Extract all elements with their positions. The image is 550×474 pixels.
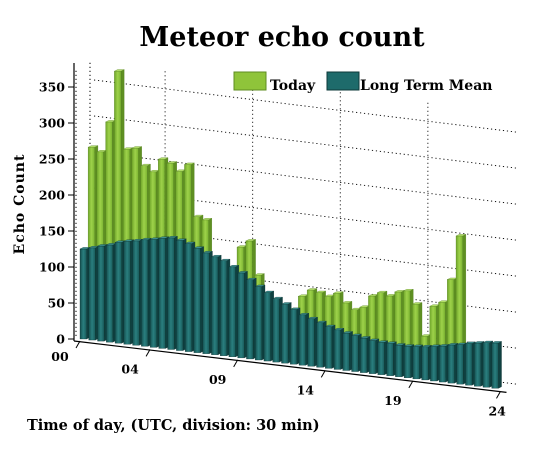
y-axis-label: Echo Count: [12, 154, 28, 255]
bar-long-term-mean: [167, 236, 178, 350]
bar-long-term-mean: [141, 237, 152, 347]
bar-long-term-mean: [456, 342, 467, 385]
bar-long-term-mean: [474, 341, 485, 387]
x-tick: [320, 370, 326, 378]
bar-long-term-mean: [263, 290, 274, 362]
chart-title: Meteor echo count: [139, 22, 425, 53]
bar-long-term-mean: [307, 316, 318, 367]
legend-swatch-today: [233, 71, 267, 91]
bar-long-term-mean: [106, 243, 117, 343]
bar-long-term-mean: [132, 239, 143, 346]
x-tick-label: 24: [488, 403, 506, 418]
bar-long-term-mean: [403, 344, 415, 379]
x-tick: [496, 391, 501, 399]
x-axis-line: [73, 340, 507, 393]
bar-long-term-mean: [368, 338, 380, 374]
bar-long-term-mean: [290, 307, 301, 365]
y-tick-label: 0: [56, 332, 65, 347]
x-axis-label: Time of day, (UTC, division: 30 min): [27, 417, 320, 434]
y-tick-label: 200: [39, 188, 65, 203]
bar-long-term-mean: [447, 343, 458, 384]
bar-long-term-mean: [246, 277, 257, 360]
bars-layer: [79, 69, 502, 389]
legend-label-today: Today: [270, 78, 316, 94]
bar-long-term-mean: [220, 258, 231, 357]
bar-long-term-mean: [202, 251, 213, 354]
y-tick-label: 100: [39, 260, 65, 275]
x-tick-label: 09: [209, 372, 226, 387]
grid-line: [93, 151, 519, 205]
bar-long-term-mean: [439, 344, 450, 383]
bar-long-term-mean: [491, 341, 502, 389]
y-tick-label: 350: [39, 80, 65, 95]
bar-long-term-mean: [149, 237, 161, 348]
bar-long-term-mean: [430, 344, 441, 382]
x-tick-label: 04: [121, 361, 139, 376]
y-tick-label: 150: [39, 224, 65, 239]
bar-long-term-mean: [342, 331, 353, 371]
grid-line: [93, 79, 519, 133]
bar-long-term-mean: [333, 328, 344, 370]
x-tick: [408, 380, 414, 389]
bar-long-term-mean: [465, 341, 476, 386]
grid-line: [93, 223, 519, 277]
grid-line: [93, 115, 519, 169]
bar-long-term-mean: [281, 302, 292, 364]
x-tick: [233, 359, 239, 368]
bar-long-term-mean: [255, 284, 266, 361]
bar-long-term-mean: [325, 324, 336, 369]
bar-long-term-mean: [228, 265, 239, 358]
legend: Today Long Term Mean: [233, 71, 492, 94]
x-tick-label: 14: [297, 382, 315, 397]
bar-long-term-mean: [421, 344, 432, 381]
bar-long-term-mean: [79, 247, 90, 340]
bar-long-term-mean: [360, 336, 371, 373]
bar-long-term-mean: [193, 246, 204, 353]
x-tick-label: 19: [384, 393, 401, 408]
bar-long-term-mean: [158, 236, 169, 349]
bar-long-term-mean: [123, 239, 134, 345]
legend-swatch-mean: [326, 71, 360, 91]
bar-long-term-mean: [237, 271, 248, 359]
bar-long-term-mean: [395, 343, 406, 378]
bar-long-term-mean: [184, 241, 196, 352]
bar-long-term-mean: [482, 340, 493, 388]
bar-long-term-mean: [272, 296, 283, 363]
x-tick: [145, 349, 151, 357]
bar-long-term-mean: [176, 238, 187, 351]
y-tick-label: 50: [48, 296, 66, 311]
y-tick-label: 300: [39, 116, 65, 131]
bar-long-term-mean: [211, 254, 222, 355]
bar-long-term-mean: [316, 320, 327, 368]
y-tick-label: 250: [39, 152, 65, 167]
x-tick-label: 00: [51, 349, 69, 364]
bar-long-term-mean: [386, 341, 397, 376]
bar-long-term-mean: [412, 344, 423, 380]
bar-long-term-mean: [97, 244, 108, 342]
bar-long-term-mean: [114, 240, 125, 344]
bar-long-term-mean: [351, 333, 362, 372]
legend-label-mean: Long Term Mean: [360, 78, 492, 94]
grid-line: [93, 187, 519, 241]
bar-long-term-mean: [377, 340, 388, 375]
bar-long-term-mean: [88, 246, 99, 341]
bar-long-term-mean: [298, 313, 309, 366]
axis-layer: 0 50 100 150 200 250 300 350 00 04 09 14 19 24: [39, 63, 507, 418]
x-tick: [75, 340, 81, 349]
